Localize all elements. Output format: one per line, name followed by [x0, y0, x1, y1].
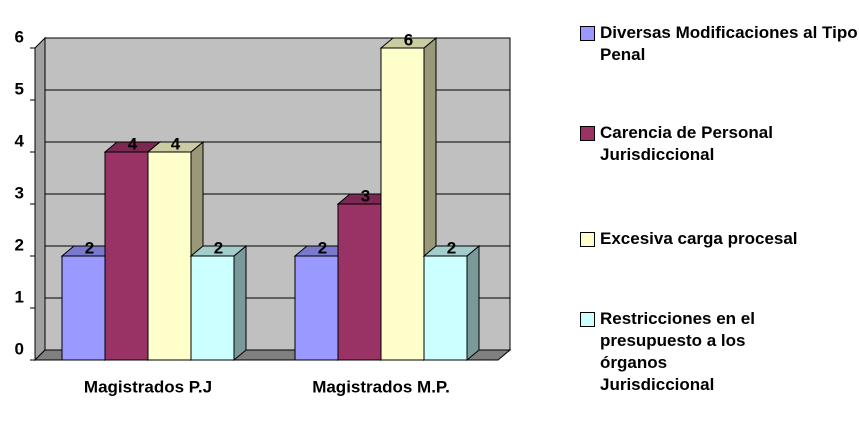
y-tick-label: 0: [15, 339, 24, 358]
y-tick-label: 1: [15, 287, 24, 306]
bar-side: [233, 244, 247, 362]
bar-front: [190, 255, 235, 361]
bar-front: [104, 151, 149, 361]
legend-swatch: [580, 312, 595, 327]
bar: [189, 244, 248, 362]
bar-front: [380, 47, 425, 361]
legend-item: Diversas Modificaciones al Tipo Penal: [580, 22, 859, 66]
side-wall: [34, 36, 46, 362]
y-tick-label: 4: [15, 131, 25, 150]
legend-swatch: [580, 126, 595, 141]
legend-label: Diversas Modificaciones al Tipo Penal: [600, 23, 858, 64]
legend-item: Restricciones en el presupuesto a los ór…: [580, 308, 859, 396]
legend-label: Excesiva carga procesal: [600, 229, 798, 248]
bar-front: [61, 255, 106, 361]
data-label: 4: [171, 134, 181, 153]
bar-front: [147, 151, 192, 361]
legend-label: Restricciones en el presupuesto a los ór…: [600, 309, 755, 394]
data-label: 4: [128, 134, 138, 153]
bar-front: [294, 255, 339, 361]
legend-item: Excesiva carga procesal: [580, 228, 859, 250]
y-tick-label: 6: [15, 27, 24, 46]
bar-front: [423, 255, 468, 361]
bar: [422, 244, 481, 362]
x-tick-label: Magistrados P.J: [84, 377, 212, 396]
data-label: 3: [361, 186, 370, 205]
x-tick-label: Magistrados M.P.: [312, 377, 450, 396]
bar-front: [337, 203, 382, 361]
legend-swatch: [580, 232, 595, 247]
data-label: 6: [404, 30, 413, 49]
data-label: 2: [214, 238, 223, 257]
legend-item: Carencia de Personal Jurisdiccional: [580, 122, 859, 166]
data-label: 2: [318, 238, 327, 257]
data-label: 2: [85, 238, 94, 257]
legend-swatch: [580, 26, 595, 41]
y-tick-label: 2: [15, 235, 24, 254]
data-label: 2: [447, 238, 456, 257]
y-tick-label: 3: [15, 183, 24, 202]
bar-side: [466, 244, 480, 362]
y-tick-label: 5: [15, 79, 24, 98]
legend-label: Carencia de Personal Jurisdiccional: [600, 123, 773, 164]
